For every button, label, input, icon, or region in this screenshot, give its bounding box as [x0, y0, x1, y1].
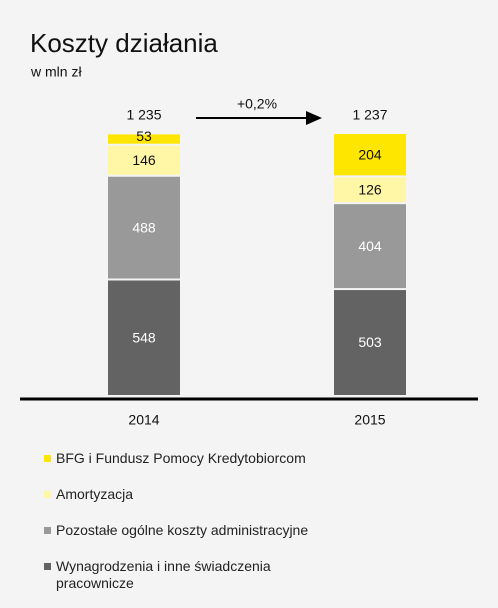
value-label: 488 — [132, 219, 156, 235]
legend-item: Wynagrodzenia i inne świadczenia pracown… — [44, 558, 314, 592]
x-tick-label: 2015 — [354, 412, 385, 428]
bar-segment — [334, 177, 406, 203]
legend-swatch — [44, 491, 51, 498]
legend-swatch — [44, 527, 51, 534]
bar-segment — [108, 134, 180, 144]
total-label: 1 235 — [126, 107, 161, 123]
annotation: +0,2% — [237, 96, 277, 112]
value-label: 204 — [358, 146, 382, 162]
value-label: 53 — [136, 128, 152, 144]
total-label: 1 237 — [352, 107, 387, 123]
x-tick-label: 2014 — [128, 412, 159, 428]
legend-label: Amortyzacja — [56, 486, 134, 502]
value-label: 146 — [132, 152, 156, 168]
legend: BFG i Fundusz Pomocy Kredytobiorcom Amort… — [44, 450, 314, 608]
legend-swatch — [44, 455, 51, 462]
arrow-head — [306, 111, 322, 125]
chart: Koszty działania w mln zł +0,2% 548 488 14… — [20, 28, 478, 428]
chart-title: Koszty działania — [30, 28, 218, 58]
chart-subtitle: w mln zł — [30, 64, 82, 80]
bar-segment — [334, 204, 406, 289]
legend-item: Pozostałe ogólne koszty administracyjne — [44, 522, 314, 539]
legend-label: BFG i Fundusz Pomocy Kredytobiorcom — [56, 450, 306, 466]
bar-segment — [108, 145, 180, 175]
legend-label: Wynagrodzenia i inne świadczenia pracown… — [56, 558, 271, 591]
value-label: 126 — [358, 181, 382, 197]
value-label: 503 — [358, 334, 382, 350]
legend-swatch — [44, 563, 51, 570]
bar-segment — [334, 134, 406, 176]
bar-segment — [334, 290, 406, 395]
value-label: 548 — [132, 329, 156, 345]
bar-segment — [108, 176, 180, 279]
legend-label: Pozostałe ogólne koszty administracyjne — [56, 522, 309, 538]
value-label: 404 — [358, 238, 382, 254]
legend-item: Amortyzacja — [44, 486, 314, 503]
bar-segment — [108, 280, 180, 395]
legend-item: BFG i Fundusz Pomocy Kredytobiorcom — [44, 450, 314, 467]
